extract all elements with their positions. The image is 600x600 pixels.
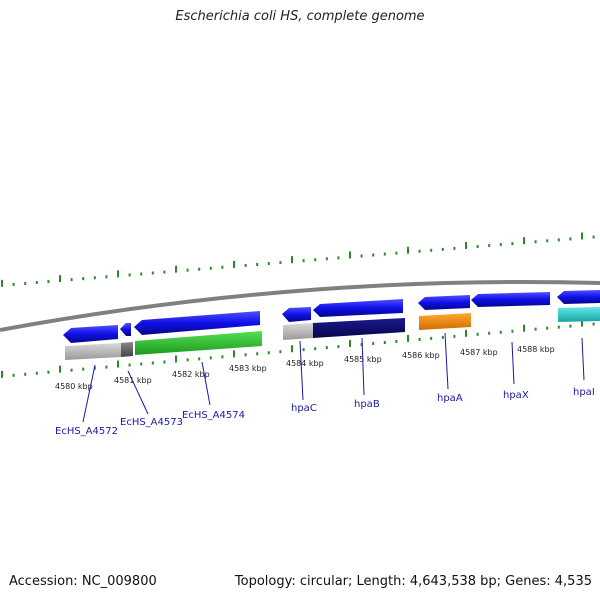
gene-labels: EcHS_A4572 EcHS_A4573 EcHS_A4574 hpaC hp… xyxy=(55,387,595,437)
gene-arrow xyxy=(120,323,131,336)
gene-label: hpaB xyxy=(354,399,380,410)
gene-label: hpaA xyxy=(437,393,463,404)
gene-arrow xyxy=(313,299,403,317)
inner-tick-scale xyxy=(1,319,595,378)
feature-block xyxy=(135,331,262,355)
gene-label: hpaI xyxy=(573,387,595,398)
leader-line xyxy=(511,341,515,385)
gene-arrow xyxy=(282,307,311,322)
leader-line xyxy=(361,337,365,396)
kbp-label: 4584 kbp xyxy=(286,359,324,368)
gene-label: hpaX xyxy=(503,390,529,401)
gene-arrow xyxy=(134,311,260,335)
feature-block xyxy=(121,342,133,357)
leader-line xyxy=(299,340,304,401)
kbp-label: 4587 kbp xyxy=(460,348,498,357)
genome-backbone xyxy=(0,279,600,332)
outer-tick-scale xyxy=(1,232,595,287)
gene-label: EcHS_A4573 xyxy=(120,417,183,428)
kbp-label: 4580 kbp xyxy=(55,382,93,391)
feature-block xyxy=(558,307,600,322)
leader-line xyxy=(127,370,149,415)
feature-block xyxy=(419,313,471,330)
leader-line xyxy=(581,337,585,381)
feature-block xyxy=(313,318,405,338)
gene-arrow xyxy=(471,292,550,307)
label-leaders xyxy=(82,332,585,423)
gene-arrow xyxy=(63,325,118,343)
kbp-label: 4588 kbp xyxy=(517,345,555,354)
gene-label: hpaC xyxy=(291,403,317,414)
gene-arrow xyxy=(557,290,600,304)
feature-block xyxy=(65,343,121,360)
genome-info-text: Topology: circular; Length: 4,643,538 bp… xyxy=(234,574,592,589)
gene-label: EcHS_A4572 xyxy=(55,426,118,437)
leader-line xyxy=(201,361,211,406)
kbp-label: 4583 kbp xyxy=(229,364,267,373)
gene-arrow xyxy=(418,295,470,310)
accession-text: Accession: NC_009800 xyxy=(9,574,157,589)
leader-line xyxy=(444,332,449,390)
kbp-label: 4586 kbp xyxy=(402,351,440,360)
kbp-label: 4582 kbp xyxy=(172,370,210,379)
leader-line xyxy=(82,364,96,423)
gene-label: EcHS_A4574 xyxy=(182,410,245,421)
feature-block xyxy=(283,323,313,340)
page-title: Escherichia coli HS, complete genome xyxy=(175,9,425,24)
feature-track xyxy=(65,307,600,360)
gene-track xyxy=(63,290,600,343)
